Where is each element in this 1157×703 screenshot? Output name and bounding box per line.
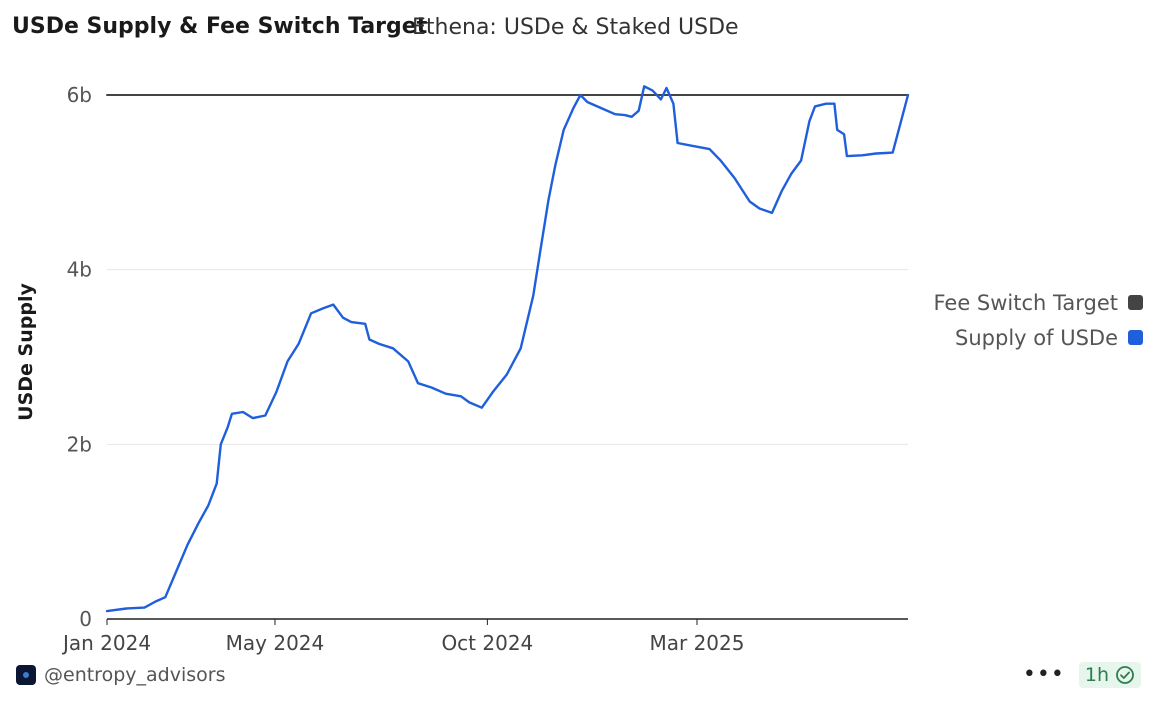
legend-swatch <box>1128 330 1143 345</box>
y-tick-label: 4b <box>67 258 92 282</box>
legend-item-supply-of-usde[interactable]: Supply of USDe <box>933 320 1143 355</box>
legend-label: Supply of USDe <box>955 325 1118 350</box>
chart-title: USDe Supply & Fee Switch Target <box>12 14 428 39</box>
y-axis-label: USDe Supply <box>15 283 37 421</box>
y-tick-label: 0 <box>79 607 92 631</box>
legend-item-fee-switch-target[interactable]: Fee Switch Target <box>933 285 1143 320</box>
legend-label: Fee Switch Target <box>933 290 1118 315</box>
author-credit[interactable]: @entropy_advisors <box>16 664 225 686</box>
legend-swatch <box>1128 295 1143 310</box>
chart-subtitle: Ethena: USDe & Staked USDe <box>412 15 739 40</box>
x-tick-label: Mar 2025 <box>649 631 744 655</box>
refresh-badge[interactable]: 1h <box>1078 662 1141 688</box>
refresh-interval: 1h <box>1084 664 1109 686</box>
x-tick-label: Jan 2024 <box>61 631 151 655</box>
y-tick-label: 2b <box>67 432 92 456</box>
y-tick-label: 6b <box>67 83 92 107</box>
avatar <box>16 665 36 685</box>
x-tick-label: Oct 2024 <box>441 631 533 655</box>
chart-legend: Fee Switch Target Supply of USDe <box>933 285 1143 355</box>
footer-actions: ••• 1h <box>1023 662 1141 688</box>
author-handle: @entropy_advisors <box>44 664 226 686</box>
more-options-button[interactable]: ••• <box>1022 662 1065 687</box>
x-tick-label: May 2024 <box>226 631 325 655</box>
check-badge-icon <box>1116 666 1134 684</box>
series-line-supply-of-usde <box>105 85 910 613</box>
